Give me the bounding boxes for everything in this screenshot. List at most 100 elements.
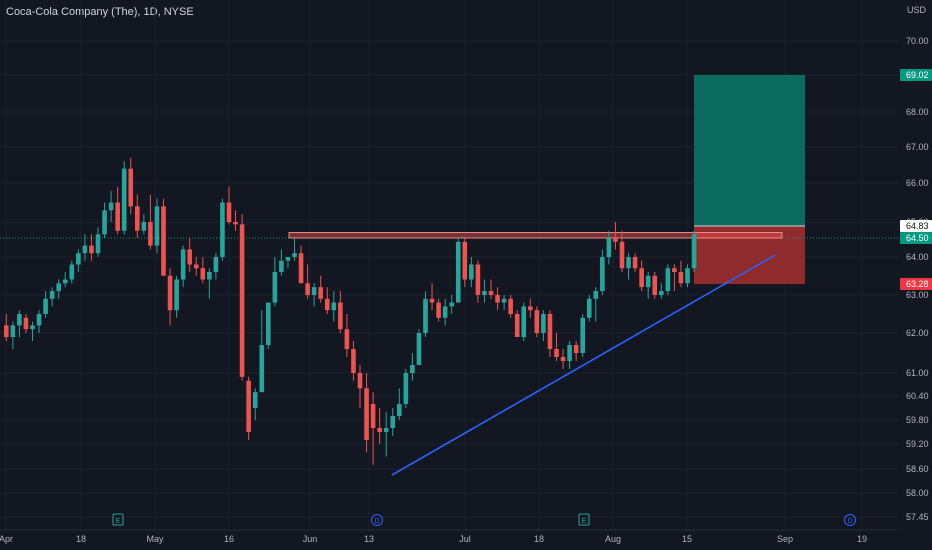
candle-body <box>410 365 415 373</box>
price-tick-label: 57.45 <box>906 512 929 522</box>
candle-body <box>462 241 468 280</box>
candle-body <box>180 249 186 280</box>
candle-body <box>239 224 245 377</box>
price-tick-label: 63.00 <box>906 290 929 300</box>
time-tick-label: Aug <box>605 534 621 544</box>
price-axis-bg <box>898 0 932 550</box>
candle-body <box>324 298 330 311</box>
candle-body <box>102 210 107 235</box>
chart-title: Coca-Cola Company (The), 1D, NYSE <box>6 6 194 18</box>
price-badge-label: 63.28 <box>906 279 929 289</box>
price-badge <box>900 220 932 232</box>
candle-body <box>586 298 592 318</box>
candle-body <box>449 302 454 307</box>
candle-body <box>246 380 251 432</box>
event-marker-label: D <box>847 518 852 525</box>
price-tick-label: 68.00 <box>906 107 929 117</box>
earnings-marker <box>578 513 590 526</box>
candle-body <box>4 325 9 337</box>
candle-body <box>56 283 61 292</box>
candle-body <box>259 345 265 393</box>
candle-body <box>508 298 513 314</box>
candle-body <box>187 249 192 265</box>
price-tick-label: 59.80 <box>906 415 929 425</box>
candle-body <box>69 264 75 280</box>
candle-body <box>534 310 540 333</box>
candle-body <box>298 253 304 284</box>
price-axis: USD70.0069.0268.0067.0066.0065.0064.8364… <box>898 0 932 550</box>
candle-body <box>659 291 664 295</box>
time-tick-label: Jun <box>303 534 318 544</box>
candle-body <box>560 357 566 361</box>
candle-body <box>475 264 481 295</box>
candle-body <box>23 317 29 330</box>
candle-body <box>43 298 48 314</box>
candle-body <box>272 272 278 303</box>
candle-body <box>364 388 369 440</box>
candle-body <box>252 392 258 408</box>
candle-body <box>573 345 579 353</box>
candle-body <box>600 257 605 292</box>
candle-body <box>593 291 599 299</box>
trendline <box>391 254 776 476</box>
candle-body <box>691 234 697 269</box>
candle-body <box>207 272 212 280</box>
price-tick-label: 64.00 <box>906 252 929 262</box>
candle-body <box>108 202 114 211</box>
price-badge <box>900 232 932 244</box>
candle-body <box>383 428 389 432</box>
loss-zone <box>694 226 805 284</box>
price-tick-label: 70.00 <box>906 36 929 46</box>
candle-body <box>645 275 651 288</box>
candle-body <box>10 325 16 337</box>
candle-body <box>305 283 310 295</box>
candle-body <box>567 345 572 361</box>
candle-body <box>547 314 553 349</box>
candle-body <box>652 275 658 295</box>
candle-body <box>141 222 147 231</box>
candle-body <box>665 268 671 292</box>
candle-body <box>233 222 238 225</box>
candle-body <box>344 329 350 349</box>
candle-body <box>148 222 153 246</box>
grid-lines <box>0 0 898 530</box>
candle-body <box>580 317 585 353</box>
candle-body <box>167 275 173 311</box>
price-badge-label: 69.02 <box>906 70 929 80</box>
price-badge <box>900 69 932 81</box>
candle-body <box>338 302 343 330</box>
candle-body <box>95 234 101 254</box>
candle-body <box>403 373 409 404</box>
resistance-rectangle <box>288 232 783 239</box>
time-axis: Apr 18 May 16 Jun 13 Jul 18 Aug 15 Sep 19 <box>0 529 898 544</box>
dividend-marker <box>844 514 856 526</box>
candle-body <box>442 306 448 318</box>
price-badge-label: 64.50 <box>906 233 929 243</box>
price-tick-label: 62.00 <box>906 328 929 338</box>
candle-body <box>357 373 363 389</box>
candle-body <box>17 314 22 326</box>
candle-body <box>351 349 356 373</box>
candle-body <box>626 257 631 269</box>
time-tick-label: Sep <box>777 534 793 544</box>
candle-body <box>436 302 441 318</box>
candle-body <box>115 202 120 231</box>
time-tick-label: May <box>146 534 164 544</box>
candle-body <box>423 298 428 333</box>
time-tick-label: 13 <box>364 534 374 544</box>
candle-body <box>469 264 474 280</box>
candle-body <box>311 287 317 295</box>
candle-body <box>121 168 127 231</box>
event-marker-label: D <box>374 518 379 525</box>
price-badge <box>900 278 932 290</box>
candle-body <box>390 416 396 428</box>
candle-body <box>135 206 140 231</box>
event-marker-label: E <box>582 518 587 525</box>
candle-body <box>161 206 166 276</box>
price-tick-label: 66.00 <box>906 178 929 188</box>
candle-body <box>318 287 323 299</box>
candle-body <box>613 238 618 242</box>
time-tick-label: 15 <box>682 534 692 544</box>
